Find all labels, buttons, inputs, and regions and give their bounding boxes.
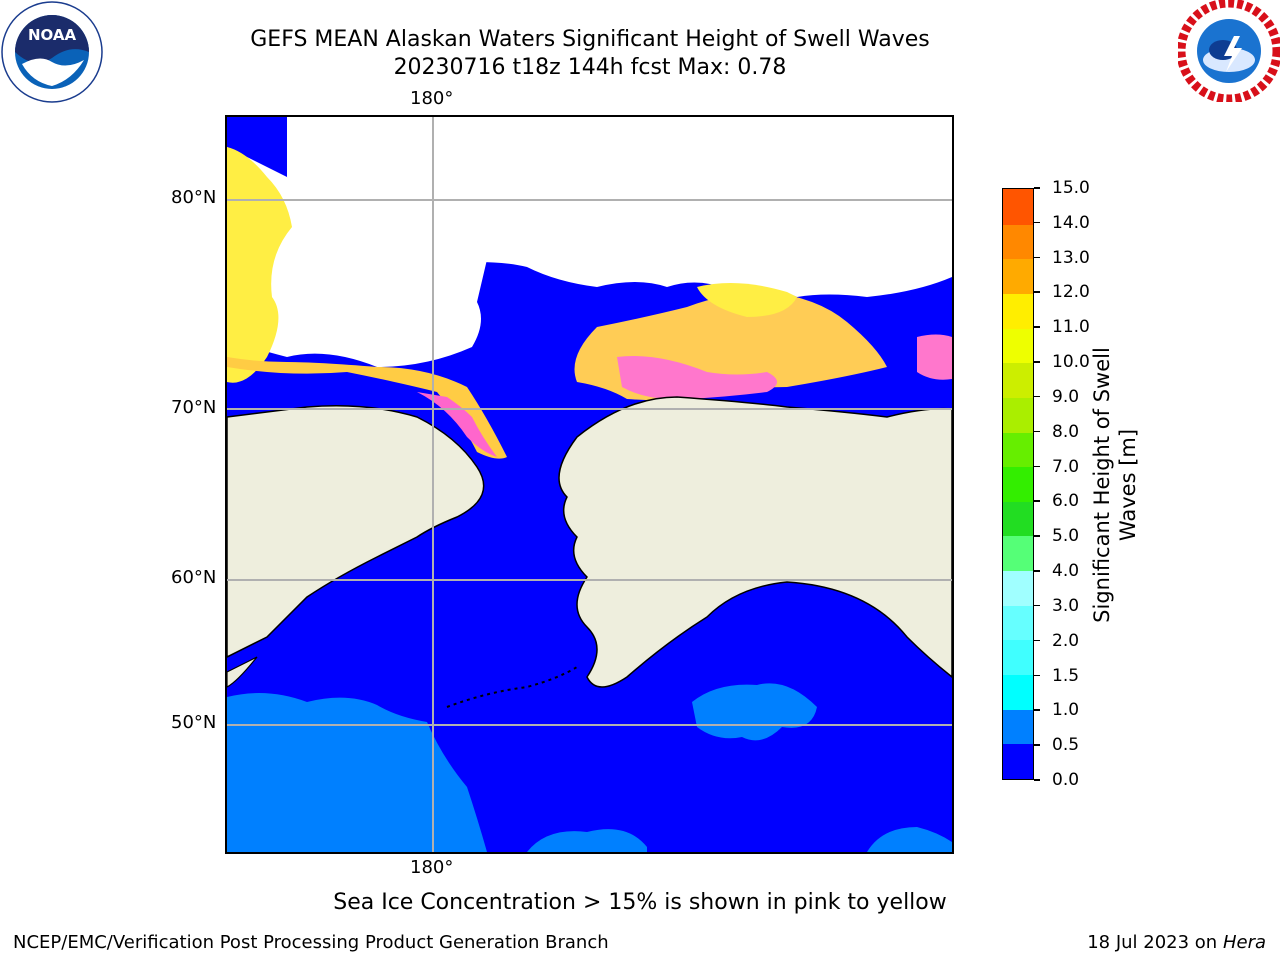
colorbar-tick [1034,639,1040,642]
colorbar-tick [1034,465,1040,468]
colorbar-tick [1034,430,1040,433]
colorbar-segment [1003,431,1033,468]
colorbar-tick-label: 14.0 [1052,212,1090,233]
colorbar-tick-label: 9.0 [1052,386,1080,407]
footer-date-text: 18 Jul 2023 on [1087,932,1223,953]
colorbar-title-line1: Significant Height of Swell [1090,347,1114,623]
colorbar-tick [1034,500,1040,502]
lat-label-60n: 60°N [171,567,217,588]
colorbar-tick [1034,256,1040,259]
colorbar-title: Significant Height of Swell Waves [m] [1089,325,1141,645]
colorbar-tick-label: 4.0 [1052,561,1080,582]
colorbar-tick [1034,779,1040,781]
sea-ice-pack [227,147,497,367]
footer-host: Hera [1222,932,1266,953]
ice-edge-beaufort-pink [617,356,777,400]
colorbar-tick-label: 3.0 [1052,595,1080,616]
colorbar-tick-label: 13.0 [1052,247,1090,268]
ice-edge-pink [417,392,497,457]
colorbar-tick [1034,535,1040,537]
colorbar [1002,188,1034,780]
lon-label-top: 180° [410,88,454,109]
colorbar-tick [1034,187,1040,189]
colorbar-tick-label: 6.0 [1052,491,1080,512]
swell-zone-s [527,829,647,852]
lat-label-50n: 50°N [171,712,217,733]
sea-ice-caption: Sea Ice Concentration > 15% is shown in … [333,890,947,915]
swell-zone-sw [227,693,487,852]
lon-label-bottom: 180° [410,857,454,878]
colorbar-tick [1034,395,1040,398]
kamchatka-land [227,656,258,688]
colorbar-tick [1034,744,1040,746]
siberia-land [227,405,485,658]
graticule [227,117,952,852]
ice-edge-west [227,147,292,383]
aleutian-islands [446,666,578,708]
colorbar-tick-label: 12.0 [1052,282,1090,303]
footer-credit: NCEP/EMC/Verification Post Processing Pr… [13,932,609,953]
chart-subtitle: 20230716 t18z 144h fcst Max: 0.78 [393,55,787,80]
colorbar-segment [1003,535,1033,572]
colorbar-segment [1003,605,1033,641]
colorbar-segment [1003,328,1033,364]
colorbar-segment [1003,743,1033,779]
colorbar-segment [1003,362,1033,398]
colorbar-title-line2: Waves [m] [1116,428,1140,542]
nws-logo [1176,0,1280,104]
colorbar-tick [1034,709,1040,711]
colorbar-tick-label: 5.0 [1052,526,1080,547]
map-panel [225,115,954,854]
colorbar-tick-label: 0.5 [1052,735,1080,756]
chart-title: GEFS MEAN Alaskan Waters Significant Hei… [250,27,930,52]
colorbar-tick-label: 2.0 [1052,630,1080,651]
map-canvas [227,117,952,852]
colorbar-segment [1003,501,1033,537]
ice-edge-east [917,334,952,380]
colorbar-tick-label: 7.0 [1052,456,1080,477]
colorbar-tick [1034,291,1040,293]
colorbar-tick-label: 1.5 [1052,665,1080,686]
colorbar-segment [1003,709,1033,745]
footer-date: 18 Jul 2023 on Hera [1087,932,1266,953]
colorbar-tick [1034,361,1040,363]
colorbar-tick-label: 11.0 [1052,317,1090,338]
noaa-logo: NOAA [0,0,104,104]
colorbar-segment [1003,258,1033,294]
colorbar-segment [1003,224,1033,260]
colorbar-tick-label: 10.0 [1052,352,1090,373]
colorbar-tick [1034,221,1040,224]
colorbar-segment [1003,639,1033,676]
colorbar-segment [1003,189,1033,225]
colorbar-tick [1034,570,1040,572]
svg-text:NOAA: NOAA [28,26,77,44]
colorbar-tick-label: 15.0 [1052,178,1090,198]
colorbar-segment [1003,674,1033,710]
colorbar-tick [1034,604,1040,607]
colorbar-tick-label: 1.0 [1052,700,1080,721]
ice-edge-chukchi [227,357,507,459]
lat-label-80n: 80°N [171,187,217,208]
swell-zone-se [867,827,952,852]
colorbar-tick [1034,326,1040,328]
alaska-land [558,396,952,688]
colorbar-segment [1003,293,1033,329]
colorbar-segment [1003,397,1033,433]
colorbar-segment [1003,570,1033,606]
ice-edge-beaufort-north [697,283,797,317]
colorbar-tick-label: 8.0 [1052,421,1080,442]
colorbar-tick [1034,674,1040,677]
colorbar-tick-label: 0.0 [1052,770,1080,790]
lat-label-70n: 70°N [171,397,217,418]
sea-ice-north [287,117,952,297]
colorbar-segment [1003,466,1033,502]
swell-zone-center [692,683,817,741]
